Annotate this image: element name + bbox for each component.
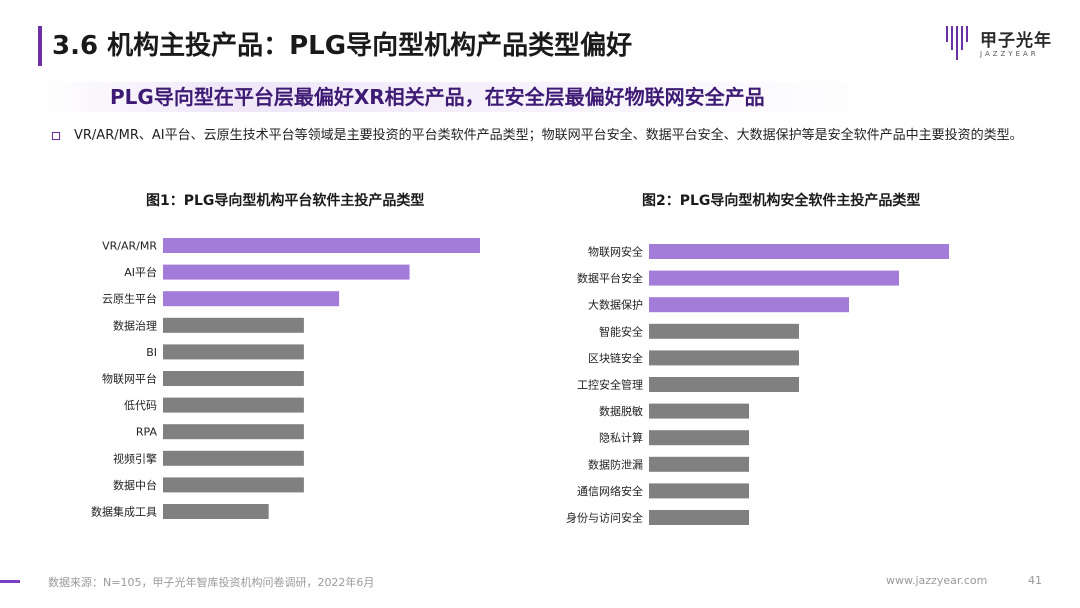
footer-url[interactable]: www.jazzyear.com xyxy=(886,574,988,587)
chart1-bar xyxy=(163,477,304,493)
chart1-bar xyxy=(163,371,304,386)
subtitle: PLG导向型在平台层最偏好XR相关产品，在安全层最偏好物联网安全产品 xyxy=(110,85,765,109)
chart1-category-label: BI xyxy=(146,346,157,359)
chart1-category-label: AI平台 xyxy=(124,265,157,279)
brand-logo-icon xyxy=(946,26,968,60)
chart2-category-label: 身份与访问安全 xyxy=(566,511,643,525)
chart1-title: 图1：PLG导向型机构平台软件主投产品类型 xyxy=(146,193,425,209)
chart2-bar xyxy=(649,377,799,392)
chart1-category-label: RPA xyxy=(136,426,158,439)
chart1-bar xyxy=(163,397,304,413)
subtitle-band xyxy=(40,82,890,112)
chart1-category-label: 低代码 xyxy=(124,399,157,412)
chart2-bar xyxy=(649,510,749,525)
chart1-bar xyxy=(163,291,340,307)
chart2-bar xyxy=(649,297,849,313)
chart1-bar xyxy=(163,238,480,253)
chart2-category-label: 数据防泄漏 xyxy=(588,457,643,471)
chart1-category-label: 数据治理 xyxy=(113,318,157,332)
chart2-bar xyxy=(649,323,799,339)
chart1-bar xyxy=(163,317,304,333)
chart2-bar xyxy=(649,244,949,259)
chart1-bar xyxy=(163,344,304,360)
footer-source: 数据来源：N=105，甲子光年智库投资机构问卷调研，2022年6月 xyxy=(48,576,375,589)
bullet-text: VR/AR/MR、AI平台、云原生技术平台等领域是主要投资的平台类软件产品类型；… xyxy=(74,128,1023,143)
chart2-title: 图2：PLG导向型机构安全软件主投产品类型 xyxy=(642,193,921,209)
chart2-bar xyxy=(649,456,749,472)
chart2-bar xyxy=(649,430,749,446)
chart1-category-label: 数据中台 xyxy=(113,478,157,492)
chart2-category-label: 通信网络安全 xyxy=(577,484,643,498)
title-accent-bar xyxy=(38,26,42,66)
chart1-category-label: 数据集成工具 xyxy=(91,505,157,519)
brand-name-cn: 甲子光年 xyxy=(980,31,1052,51)
chart1-category-label: 视频引擎 xyxy=(113,451,157,465)
chart2-category-label: 数据脱敏 xyxy=(599,404,643,418)
chart2-security-software: 物联网安全数据平台安全大数据保护智能安全区块链安全工控安全管理数据脱敏隐私计算数… xyxy=(566,244,949,525)
chart2-bar xyxy=(649,350,799,366)
chart2-category-label: 智能安全 xyxy=(599,324,643,338)
brand-logo: 甲子光年 JAZZYEAR xyxy=(944,22,1054,68)
chart2-category-label: 工控安全管理 xyxy=(577,378,643,392)
brand-name-en: JAZZYEAR xyxy=(980,50,1039,58)
chart1-bar xyxy=(163,424,304,440)
page-title: 3.6 机构主投产品：PLG导向型机构产品类型偏好 xyxy=(52,31,633,61)
bullet-square-icon xyxy=(52,132,60,140)
chart2-bar xyxy=(649,270,899,286)
footer-accent-line xyxy=(0,580,20,583)
page-number: 41 xyxy=(1028,574,1042,587)
chart1-bar xyxy=(163,504,269,519)
chart2-bar xyxy=(649,483,749,499)
chart1-category-label: 云原生平台 xyxy=(102,292,157,306)
chart2-category-label: 数据平台安全 xyxy=(577,271,643,285)
chart2-category-label: 隐私计算 xyxy=(599,431,643,445)
chart2-bar xyxy=(649,403,749,419)
chart2-category-label: 大数据保护 xyxy=(588,298,643,312)
chart1-category-label: 物联网平台 xyxy=(102,372,157,386)
chart1-bar xyxy=(163,264,410,280)
chart1-bar xyxy=(163,450,304,466)
chart2-category-label: 区块链安全 xyxy=(588,351,643,365)
chart2-category-label: 物联网安全 xyxy=(588,245,643,259)
chart1-category-label: VR/AR/MR xyxy=(102,240,157,253)
